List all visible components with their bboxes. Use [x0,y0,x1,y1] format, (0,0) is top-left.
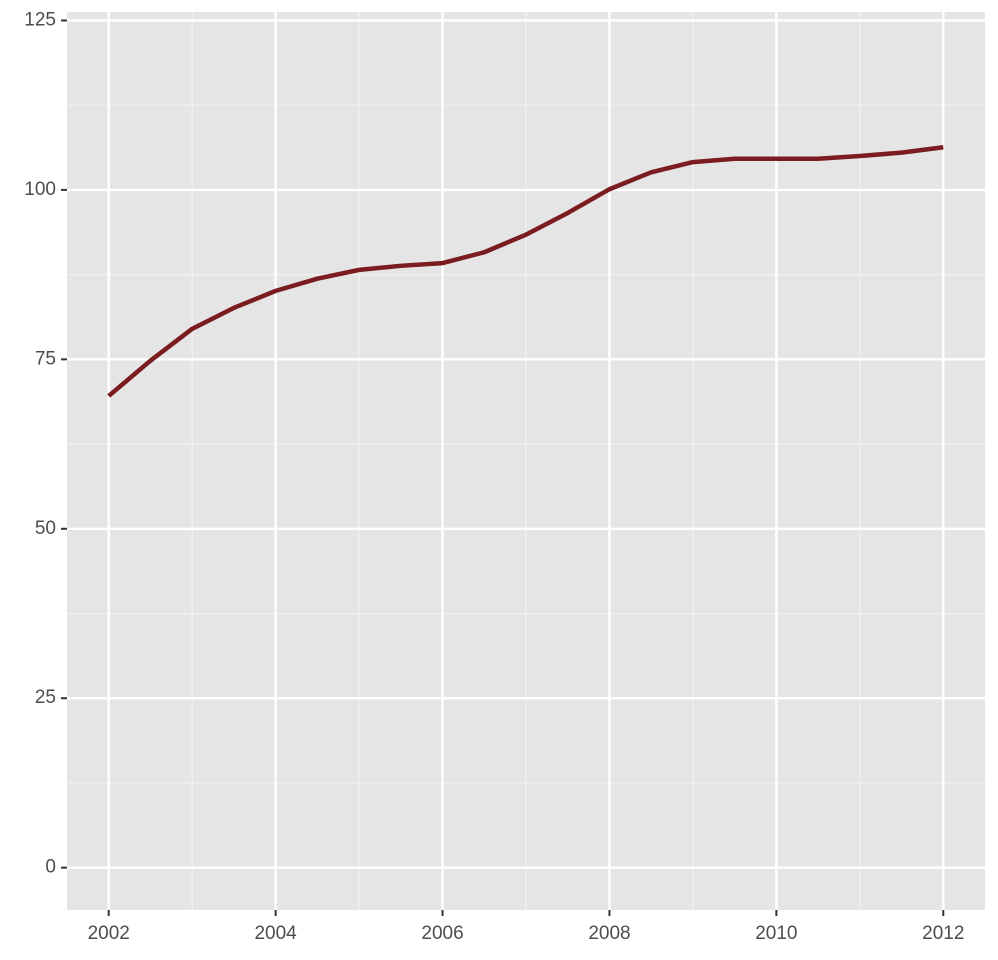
y-tick-label: 75 [35,348,56,369]
y-tick-label: 25 [35,687,56,708]
x-tick-label: 2012 [922,923,964,944]
y-tick-label: 100 [24,179,56,200]
x-tick-label: 2006 [421,923,463,944]
x-tick-label: 2008 [588,923,630,944]
y-tick-label: 50 [35,518,56,539]
y-tick-label: 125 [24,9,56,30]
x-tick-label: 2004 [254,923,297,944]
data-line [107,144,944,398]
y-tick-label: 0 [45,857,56,878]
x-tick-label: 2010 [755,923,797,944]
x-tick-label: 2002 [88,923,130,944]
